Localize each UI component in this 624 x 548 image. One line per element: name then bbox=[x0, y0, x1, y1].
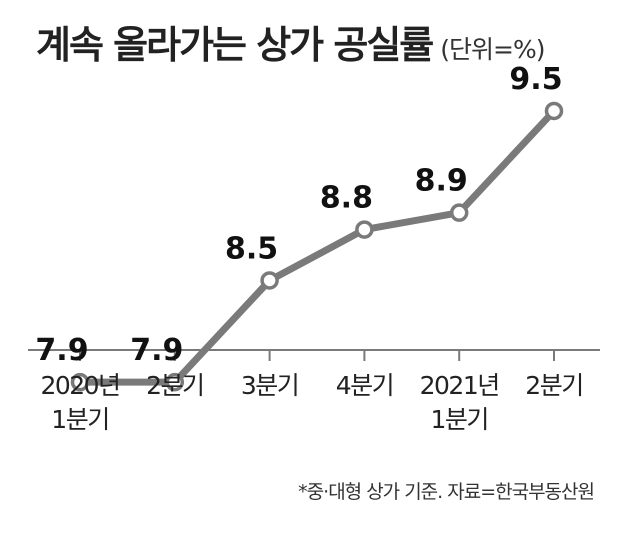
x-tick-label: 1분기 bbox=[430, 405, 487, 434]
series-line bbox=[76, 107, 558, 386]
chart-title-row: 계속 올라가는 상가 공실률 (단위=%) bbox=[36, 14, 545, 69]
chart-title: 계속 올라가는 상가 공실률 bbox=[36, 23, 434, 67]
x-tick-label: 1분기 bbox=[51, 405, 108, 434]
data-point-marker bbox=[260, 271, 279, 290]
data-value-label: 8.5 bbox=[225, 231, 278, 266]
x-tick-label: 2021년 bbox=[420, 371, 499, 400]
data-value-label: 8.9 bbox=[415, 164, 468, 199]
data-value-label: 7.9 bbox=[130, 333, 183, 368]
x-tick-label: 2분기 bbox=[146, 371, 203, 400]
x-tick-label: 3분기 bbox=[241, 371, 298, 400]
x-tick-label: 4분기 bbox=[336, 371, 393, 400]
x-tick-label: 2분기 bbox=[525, 371, 582, 400]
data-point-marker bbox=[449, 203, 469, 222]
unit-label: (단위=%) bbox=[440, 35, 545, 64]
x-tick-label: 2020년 bbox=[40, 371, 119, 400]
data-value-label: 8.8 bbox=[320, 181, 373, 216]
source-footnote: *중·대형 상가 기준. 자료=한국부동산원 bbox=[298, 481, 595, 503]
data-point-marker bbox=[544, 101, 564, 121]
data-value-label: 7.9 bbox=[35, 333, 88, 368]
data-point-marker bbox=[355, 220, 374, 239]
data-point-marker bbox=[165, 372, 185, 392]
data-point-marker bbox=[70, 372, 90, 392]
data-value-label: 9.5 bbox=[509, 62, 562, 97]
